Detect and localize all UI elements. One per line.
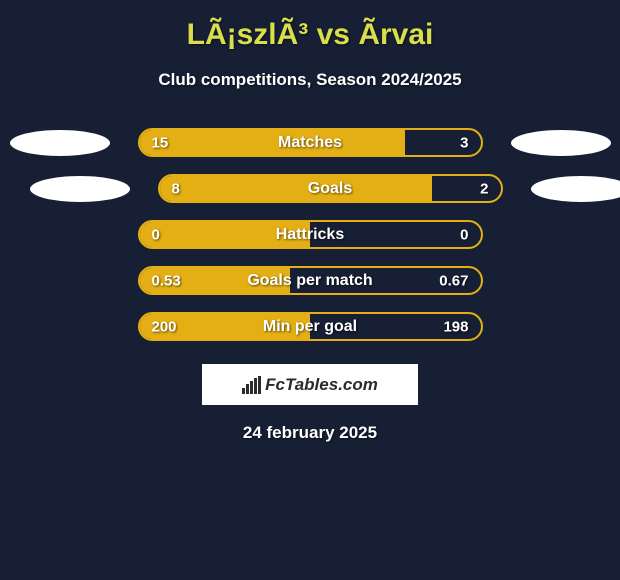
stat-label: Hattricks — [276, 226, 344, 244]
bar-overlay: 200 Min per goal 198 — [140, 314, 481, 339]
stat-label: Goals per match — [247, 272, 372, 290]
stat-bar: 15 Matches 3 — [138, 128, 483, 157]
stat-label: Min per goal — [263, 318, 357, 336]
stat-left-value: 15 — [152, 134, 169, 151]
page-subtitle: Club competitions, Season 2024/2025 — [158, 70, 461, 90]
stats-list: 15 Matches 3 8 Goals 2 — [0, 128, 620, 341]
stat-right-value: 0.67 — [439, 272, 468, 289]
stat-left-value: 0.53 — [152, 272, 181, 289]
ellipse-placeholder — [10, 268, 110, 294]
stat-right-value: 198 — [443, 318, 468, 335]
brand-text: FcTables.com — [265, 375, 378, 395]
stat-bar: 0 Hattricks 0 — [138, 220, 483, 249]
stat-right-value: 0 — [460, 226, 468, 243]
stat-right-value: 3 — [460, 134, 468, 151]
comparison-widget: LÃ¡szlÃ³ vs Ãrvai Club competitions, Sea… — [0, 0, 620, 453]
stat-left-value: 0 — [152, 226, 160, 243]
stat-left-value: 200 — [152, 318, 177, 335]
ellipse-placeholder — [10, 222, 110, 248]
stat-bar: 8 Goals 2 — [158, 174, 503, 203]
ellipse-placeholder — [511, 222, 611, 248]
stat-row: 0.53 Goals per match 0.67 — [0, 266, 620, 295]
page-title: LÃ¡szlÃ³ vs Ãrvai — [187, 18, 434, 52]
stat-label: Goals — [308, 180, 352, 198]
bar-chart-icon — [242, 376, 261, 394]
player-right-indicator — [511, 130, 611, 156]
stat-left-value: 8 — [172, 180, 180, 197]
stat-row: 0 Hattricks 0 — [0, 220, 620, 249]
player-right-indicator — [531, 176, 620, 202]
bar-overlay: 0.53 Goals per match 0.67 — [140, 268, 481, 293]
player-left-indicator — [30, 176, 130, 202]
bar-overlay: 0 Hattricks 0 — [140, 222, 481, 247]
player-left-indicator — [10, 130, 110, 156]
bar-overlay: 15 Matches 3 — [140, 130, 481, 155]
stat-bar: 0.53 Goals per match 0.67 — [138, 266, 483, 295]
ellipse-placeholder — [511, 268, 611, 294]
stat-row: 200 Min per goal 198 — [0, 312, 620, 341]
stat-right-value: 2 — [480, 180, 488, 197]
date-label: 24 february 2025 — [243, 423, 377, 443]
ellipse-placeholder — [10, 314, 110, 340]
ellipse-placeholder — [511, 314, 611, 340]
stat-row: 15 Matches 3 — [0, 128, 620, 157]
stat-row: 8 Goals 2 — [0, 174, 620, 203]
brand-badge[interactable]: FcTables.com — [202, 364, 418, 405]
stat-label: Matches — [278, 134, 342, 152]
stat-bar: 200 Min per goal 198 — [138, 312, 483, 341]
bar-overlay: 8 Goals 2 — [160, 176, 501, 201]
